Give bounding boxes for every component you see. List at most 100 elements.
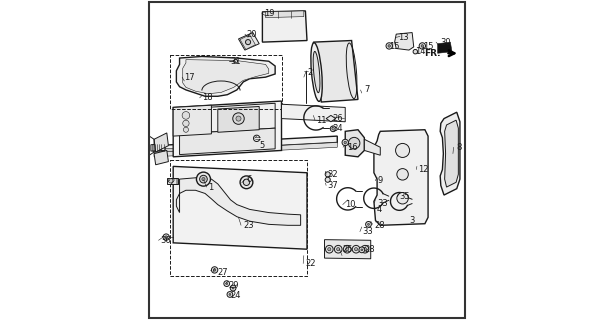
Circle shape [344,141,346,144]
Circle shape [330,126,336,132]
Circle shape [336,248,340,251]
Circle shape [234,59,238,63]
Polygon shape [364,139,380,155]
Circle shape [184,127,188,132]
Circle shape [328,248,331,251]
Circle shape [361,249,363,251]
Circle shape [168,179,173,183]
Polygon shape [262,11,307,42]
Text: 7: 7 [364,85,370,94]
Circle shape [397,169,408,180]
Polygon shape [154,133,168,152]
Text: 27: 27 [217,268,228,277]
Polygon shape [438,42,452,53]
Text: 22: 22 [305,259,316,268]
Circle shape [352,245,360,253]
Circle shape [343,245,351,253]
Circle shape [236,116,241,121]
Polygon shape [395,33,414,50]
Circle shape [419,43,426,49]
Circle shape [224,281,230,286]
Polygon shape [173,166,307,249]
Polygon shape [238,33,259,50]
Text: 20: 20 [246,30,257,39]
Circle shape [196,172,211,186]
Circle shape [342,139,348,146]
Text: 24: 24 [230,291,241,300]
Circle shape [359,247,365,253]
Text: 30: 30 [440,38,451,47]
Circle shape [165,236,168,238]
Circle shape [368,223,370,225]
Polygon shape [345,130,364,157]
Text: 29: 29 [228,281,239,290]
Circle shape [354,248,358,251]
Polygon shape [240,35,255,50]
Text: 18: 18 [202,93,212,102]
Circle shape [325,177,330,182]
Polygon shape [154,136,337,152]
Text: 1: 1 [208,183,214,192]
Text: 9: 9 [377,176,383,185]
Text: 14: 14 [415,47,426,56]
Text: 16: 16 [347,143,357,152]
Text: 4: 4 [377,205,383,214]
Text: 17: 17 [184,73,195,82]
Text: 5: 5 [259,141,265,150]
Circle shape [243,179,250,186]
Text: 33: 33 [377,198,388,207]
Polygon shape [151,144,165,151]
Text: 33: 33 [362,227,373,236]
Circle shape [226,283,228,284]
Ellipse shape [313,52,320,93]
Circle shape [363,248,367,251]
Text: 15: 15 [423,42,434,52]
Text: 21: 21 [169,178,180,187]
Text: 35: 35 [399,192,410,201]
Circle shape [202,178,205,181]
Polygon shape [374,130,428,225]
Circle shape [213,269,216,271]
Text: 31: 31 [230,57,241,66]
Text: 28: 28 [364,245,375,254]
Text: 26: 26 [333,114,343,123]
Text: 28: 28 [375,221,385,230]
Circle shape [332,127,335,130]
Polygon shape [266,11,304,18]
Polygon shape [154,150,168,165]
Circle shape [233,113,244,124]
Circle shape [335,245,342,253]
Circle shape [325,172,330,177]
Circle shape [211,267,218,273]
Circle shape [240,176,253,189]
Text: FR.: FR. [424,49,441,58]
Text: 23: 23 [243,221,254,230]
Text: 12: 12 [419,165,429,174]
Polygon shape [440,112,460,195]
Text: 25: 25 [342,245,352,254]
Polygon shape [326,116,336,122]
Text: 8: 8 [457,143,462,152]
Circle shape [395,143,410,157]
Text: 11: 11 [317,116,327,125]
Polygon shape [176,56,275,96]
Circle shape [348,137,360,149]
Circle shape [229,293,231,295]
Polygon shape [281,104,345,122]
Polygon shape [183,60,269,94]
Circle shape [361,245,369,253]
Circle shape [163,234,169,240]
Circle shape [200,175,208,183]
Circle shape [413,50,418,54]
Circle shape [183,120,189,126]
Text: 34: 34 [333,124,343,132]
Polygon shape [218,107,259,132]
Circle shape [230,285,236,291]
Circle shape [386,43,392,49]
Polygon shape [167,178,178,184]
Circle shape [346,248,349,251]
Polygon shape [179,103,275,134]
Circle shape [325,245,333,253]
Polygon shape [154,142,337,157]
Circle shape [388,45,391,47]
